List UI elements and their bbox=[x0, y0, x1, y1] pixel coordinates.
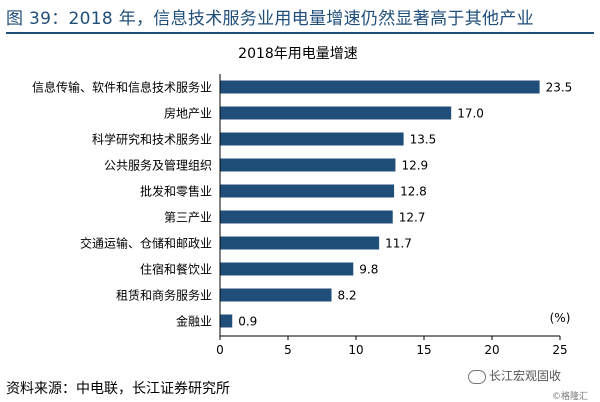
value-label: 13.5 bbox=[410, 133, 437, 147]
value-label: 0.9 bbox=[238, 315, 257, 329]
x-tick-label: 10 bbox=[348, 343, 363, 357]
bar bbox=[220, 314, 233, 328]
category-label: 房地产业 bbox=[164, 106, 212, 121]
x-tick-label: 25 bbox=[552, 343, 567, 357]
category-label: 交通运输、仓储和邮政业 bbox=[80, 236, 212, 251]
category-label: 住宿和餐饮业 bbox=[140, 262, 212, 277]
category-label: 金融业 bbox=[176, 314, 212, 329]
watermark: 长江宏观固收 bbox=[468, 367, 561, 384]
x-tick-label: 5 bbox=[284, 343, 292, 357]
bar bbox=[220, 80, 540, 94]
value-label: 23.5 bbox=[546, 81, 573, 95]
x-tick-label: 15 bbox=[416, 343, 431, 357]
watermark-text: 长江宏观固收 bbox=[489, 369, 562, 383]
figure-header: 图 39：2018 年，信息技术服务业用电量增速仍然显著高于其他产业 bbox=[0, 0, 600, 34]
bar bbox=[220, 288, 332, 302]
value-label: 9.8 bbox=[359, 263, 378, 277]
value-label: 11.7 bbox=[385, 237, 412, 251]
bar bbox=[220, 262, 354, 276]
bar bbox=[220, 132, 404, 146]
source-note: 资料来源：中电联，长江证券研究所 bbox=[6, 381, 230, 397]
bar bbox=[220, 106, 452, 120]
bar-chart: 2018年用电量增速 信息传输、软件和信息技术服务业 23.5 房地产业 17.0 科学… bbox=[32, 46, 572, 357]
value-label: 12.9 bbox=[401, 159, 428, 173]
value-label: 12.8 bbox=[400, 185, 427, 199]
category-label: 批发和零售业 bbox=[140, 184, 212, 199]
wechat-icon bbox=[468, 369, 486, 384]
category-label: 租赁和商务服务业 bbox=[116, 288, 212, 303]
watermark-small: ©格隆汇 bbox=[552, 392, 589, 402]
category-label: 公共服务及管理组织 bbox=[104, 158, 212, 173]
bar bbox=[220, 184, 395, 198]
chart-title: 2018年用电量增速 bbox=[238, 46, 358, 62]
category-label: 第三产业 bbox=[164, 211, 212, 225]
unit-label: (%) bbox=[550, 311, 571, 325]
category-label: 科学研究和技术服务业 bbox=[92, 132, 212, 147]
header-divider bbox=[6, 32, 594, 34]
bars-layer: 信息传输、软件和信息技术服务业 23.5 房地产业 17.0 科学研究和技术服务业 13.… bbox=[32, 74, 572, 357]
bar bbox=[220, 210, 393, 224]
figure-title: 图 39：2018 年，信息技术服务业用电量增速仍然显著高于其他产业 bbox=[6, 9, 534, 29]
value-label: 8.2 bbox=[338, 289, 357, 303]
bar bbox=[220, 158, 396, 172]
value-label: 17.0 bbox=[457, 107, 484, 121]
category-label: 信息传输、软件和信息技术服务业 bbox=[32, 80, 212, 95]
value-label: 12.7 bbox=[399, 211, 426, 225]
x-tick-label: 20 bbox=[484, 343, 499, 357]
bar bbox=[220, 236, 380, 250]
x-tick-label: 0 bbox=[216, 343, 224, 357]
